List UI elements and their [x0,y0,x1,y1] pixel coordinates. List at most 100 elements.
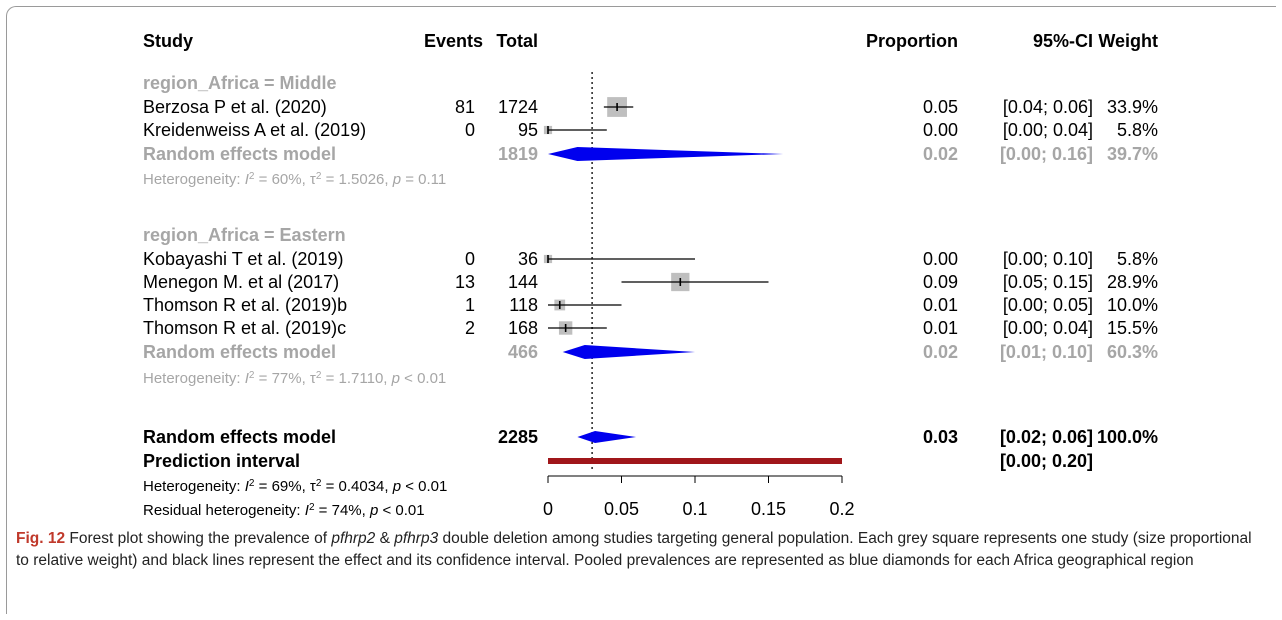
study-events: 1 [465,295,475,315]
subgroup-pooled-label: Random effects model [143,342,336,362]
residual-heterogeneity: Residual heterogeneity: I2 = 74%, p < 0.… [143,502,425,520]
overall-pooled-total: 2285 [498,427,538,447]
het-sup: 2 [249,370,255,381]
header-ci: 95%-CI [1033,31,1093,51]
het-p-value: = 0.11 [401,171,446,188]
study-events: 0 [465,120,475,140]
het-tau: τ [310,478,316,495]
x-tick-label: 0.1 [682,499,707,519]
x-tick-label: 0.2 [829,499,854,519]
het-sup: 2 [249,171,255,182]
subgroup-pooled-diamond [548,147,784,161]
het-p-value: < 0.01 [401,478,447,495]
header-weight: Weight [1098,31,1158,51]
het-i: I [305,502,309,519]
study-name: Berzosa P et al. (2020) [143,97,327,117]
het-p-value: < 0.01 [378,502,424,519]
het-i-value: = 77%, [254,370,309,387]
ci-value: [0.00; 0.04] [1003,318,1093,338]
subgroup-pooled-diamond [562,345,695,359]
het-i-value: = 60%, [254,171,309,188]
het-p: p [391,370,400,387]
subgroup-pooled-total: 466 [508,342,538,362]
proportion-value: 0.01 [923,318,958,338]
subgroup-pooled-label: Random effects model [143,144,336,164]
overall-pooled-label: Random effects model [143,427,336,447]
header-proportion: Proportion [866,31,958,51]
het-p-value: < 0.01 [400,370,446,387]
study-total: 1724 [498,97,538,117]
het-tau-value: = 1.5026, [321,171,392,188]
weight-value: 10.0% [1107,295,1158,315]
overall-pooled-diamond [577,431,637,443]
het-prefix: Heterogeneity: [143,171,245,188]
proportion-value: 0.09 [923,272,958,292]
het-prefix: Heterogeneity: [143,370,245,387]
het-tau: τ [310,171,316,188]
het-i: I [245,370,249,387]
study-name: Kobayashi T et al. (2019) [143,249,343,269]
het-p: p [392,478,401,495]
proportion-value: 0.00 [923,120,958,140]
het-tau-value: = 1.7110, [321,370,391,387]
het-tau: τ [310,370,316,387]
header-total: Total [496,31,538,51]
study-events: 13 [455,272,475,292]
header-events: Events [424,31,483,51]
study-name: Kreidenweiss A et al. (2019) [143,120,366,140]
ci-value: [0.01; 0.10] [1000,342,1093,362]
prediction-interval-bar [548,458,842,464]
x-axis: 0 0.05 0.1 0.15 0.2 [543,475,855,519]
het-sup: 2 [309,502,315,513]
forest-rows: region_Africa = Middle Berzosa P et al. (… [143,72,1158,519]
ci-value: [0.00; 0.05] [1003,295,1093,315]
study-total: 95 [518,120,538,140]
subgroup-label: region_Africa = Eastern [143,225,346,245]
het-p: p [392,171,401,188]
subgroup-heterogeneity: Heterogeneity: I2 = 77%, τ2 = 1.7110, p … [143,370,446,388]
caption-gene-2: pfhrp3 [394,530,439,547]
het-sup: 2 [249,478,255,489]
figure-frame [6,6,1276,614]
het-tau-value: = 0.4034, [321,478,392,495]
het-i-value: = 74%, [315,502,370,519]
proportion-value: 0.03 [923,427,958,447]
caption-amp: & [375,530,395,547]
proportion-value: 0.02 [923,144,958,164]
het-prefix: Heterogeneity: [143,478,245,495]
ci-value: [0.02; 0.06] [1000,427,1093,447]
caption-text-2: double deletion among studies targeting … [16,530,1252,569]
het-prefix: Residual heterogeneity: [143,502,305,519]
het-sup: 2 [316,478,322,489]
prediction-interval-label: Prediction interval [143,451,300,471]
study-events: 0 [465,249,475,269]
x-tick-label: 0 [543,499,553,519]
study-name: Thomson R et al. (2019)c [143,318,346,338]
weight-value: 39.7% [1107,144,1158,164]
ci-value: [0.00; 0.04] [1003,120,1093,140]
study-total: 168 [508,318,538,338]
study-name: Thomson R et al. (2019)b [143,295,347,315]
forest-plot: Study Events Total Proportion 95%-CI Wei… [143,31,1158,519]
het-i: I [245,171,249,188]
weight-value: 5.8% [1117,249,1158,269]
weight-value: 100.0% [1097,427,1158,447]
subgroup-pooled-total: 1819 [498,144,538,164]
ci-value: [0.05; 0.15] [1003,272,1093,292]
subgroup-heterogeneity: Heterogeneity: I2 = 60%, τ2 = 1.5026, p … [143,171,446,189]
overall-heterogeneity: Heterogeneity: I2 = 69%, τ2 = 0.4034, p … [143,478,447,496]
het-sup: 2 [316,370,322,381]
study-total: 144 [508,272,538,292]
het-p: p [369,502,378,519]
weight-value: 15.5% [1107,318,1158,338]
ci-value: [0.00; 0.10] [1003,249,1093,269]
weight-value: 33.9% [1107,97,1158,117]
study-name: Menegon M. et al (2017) [143,272,339,292]
figure-label: Fig. 12 [16,530,66,547]
figure-caption: Fig. 12 Forest plot showing the prevalen… [16,528,1266,572]
header-study: Study [143,31,193,51]
weight-value: 60.3% [1107,342,1158,362]
study-total: 118 [509,295,538,315]
caption-gene-1: pfhrp2 [331,530,376,547]
het-i-value: = 69%, [254,478,309,495]
